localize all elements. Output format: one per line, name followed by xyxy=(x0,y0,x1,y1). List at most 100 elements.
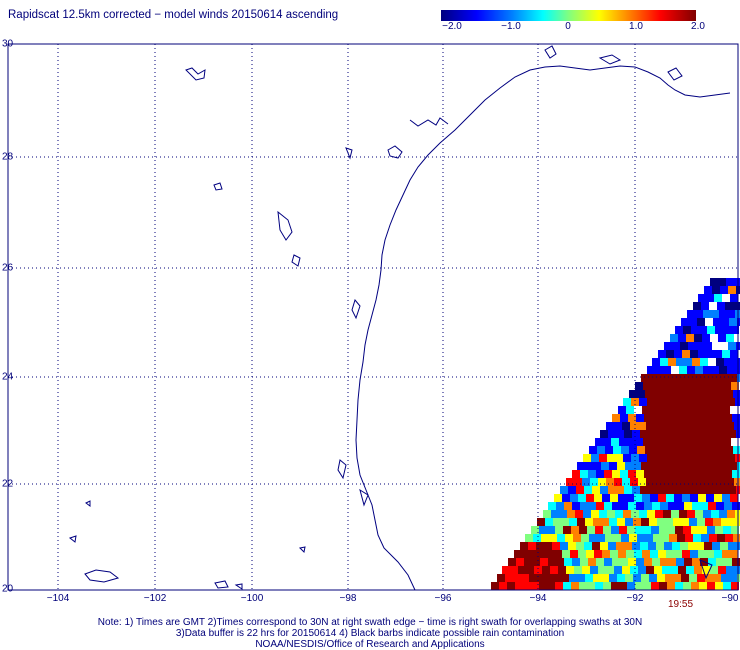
swath-cell xyxy=(576,542,584,550)
swath-cell xyxy=(651,582,659,590)
swath-cell xyxy=(721,462,729,470)
lon-label: −98 xyxy=(339,593,357,604)
swath-cell xyxy=(679,454,687,462)
swath-cell xyxy=(561,574,569,582)
swath-cell xyxy=(669,534,677,542)
swath-cell xyxy=(685,390,693,398)
swath-cell xyxy=(572,558,580,566)
swath-cell xyxy=(513,574,521,582)
swath-cell xyxy=(649,574,657,582)
swath-cell xyxy=(729,518,737,526)
swath-cell xyxy=(491,582,499,590)
swath-cell xyxy=(649,374,657,382)
swath-cell xyxy=(732,358,740,366)
colorbar-tick: −1.0 xyxy=(501,21,521,32)
swath-cell xyxy=(650,406,658,414)
swath-cell xyxy=(693,390,701,398)
swath-cell xyxy=(636,502,644,510)
swath-cell xyxy=(673,574,681,582)
swath-cell xyxy=(728,286,736,294)
swath-cell xyxy=(691,526,699,534)
swath-cell xyxy=(704,486,712,494)
swath-cell xyxy=(717,534,725,542)
swath-cell xyxy=(602,494,610,502)
swath-cell xyxy=(713,574,721,582)
swath-cell xyxy=(730,550,738,558)
swath-cell xyxy=(668,558,676,566)
swath-cell xyxy=(600,430,608,438)
swath-cell xyxy=(686,478,694,486)
swath-cell xyxy=(660,558,668,566)
swath-cell xyxy=(578,550,586,558)
swath-cell xyxy=(726,566,734,574)
swath-cell xyxy=(722,350,730,358)
swath-cell xyxy=(708,558,716,566)
swath-cell xyxy=(684,358,692,366)
swath-cell xyxy=(510,566,518,574)
swath-cell xyxy=(690,494,698,502)
swath-cell xyxy=(708,502,716,510)
swath-cell xyxy=(705,518,713,526)
swath-cell xyxy=(648,542,656,550)
swath-cell xyxy=(654,566,662,574)
swath-cell xyxy=(628,470,636,478)
swath-cell xyxy=(569,518,577,526)
footnote-line-3: NOAA/NESDIS/Office of Research and Appli… xyxy=(255,639,485,650)
swath-cell xyxy=(715,526,723,534)
swath-cell xyxy=(518,566,526,574)
swath-cell xyxy=(689,518,697,526)
swath-cell xyxy=(721,374,729,382)
swath-cell xyxy=(716,414,724,422)
map-title: Rapidscat 12.5km corrected − model winds… xyxy=(8,9,339,21)
swath-cell xyxy=(732,470,740,478)
swath-cell xyxy=(696,542,704,550)
coastal-inlet xyxy=(544,45,557,59)
swath-cell xyxy=(603,582,611,590)
swath-cell xyxy=(580,502,588,510)
swath-cell xyxy=(680,430,688,438)
swath-cell xyxy=(727,366,735,374)
swath-cell xyxy=(682,494,690,502)
swath-cell xyxy=(656,542,664,550)
swath-cell xyxy=(721,318,729,326)
swath-cell xyxy=(614,478,622,486)
coastal-inlet xyxy=(387,145,403,159)
swath-cell xyxy=(693,302,701,310)
swath-cell xyxy=(733,390,740,398)
swath-cell xyxy=(528,542,536,550)
swath-cell xyxy=(659,438,667,446)
swath-cell xyxy=(668,470,676,478)
swath-cell xyxy=(576,486,584,494)
swath-cell xyxy=(595,526,603,534)
footnote-line-2: 3)Data buffer is 22 hrs for 20150614 4) … xyxy=(175,628,565,639)
swath-cell xyxy=(728,342,736,350)
swath-cell xyxy=(655,398,663,406)
swath-cell xyxy=(585,518,593,526)
swath-cell xyxy=(734,422,740,430)
swath-cell xyxy=(701,446,709,454)
swath-cell xyxy=(647,398,655,406)
swath-cell xyxy=(647,510,655,518)
swath-cell xyxy=(719,510,727,518)
swath-cell xyxy=(663,454,671,462)
coastal-inlet xyxy=(598,54,622,65)
swath-cell xyxy=(697,318,705,326)
swath-cell xyxy=(683,438,691,446)
swath-cell xyxy=(617,462,625,470)
swath-cell xyxy=(559,510,567,518)
swath-cell xyxy=(718,334,726,342)
swath-cell xyxy=(531,526,539,534)
swath-cell xyxy=(591,454,599,462)
lat-label: 24 xyxy=(2,371,14,383)
coastal-inlet xyxy=(351,298,361,320)
swath-cell xyxy=(723,326,731,334)
swath-cell xyxy=(707,326,715,334)
swath-cell xyxy=(652,470,660,478)
swath-cell xyxy=(675,382,683,390)
swath-cell xyxy=(667,582,675,590)
swath-cell xyxy=(522,550,530,558)
swath-cell xyxy=(629,390,637,398)
swath-cell xyxy=(663,398,671,406)
swath-cell xyxy=(710,566,718,574)
swath-cell xyxy=(603,438,611,446)
